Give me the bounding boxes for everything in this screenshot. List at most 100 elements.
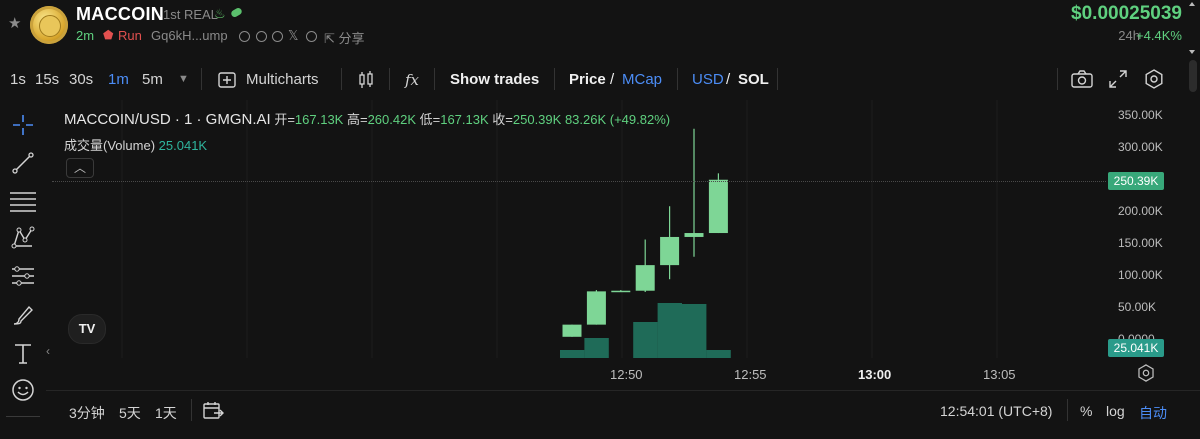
search-icon[interactable] [256,31,267,42]
horizontal-lines-icon[interactable] [9,189,37,213]
interval-30s[interactable]: 30s [69,71,94,88]
sol-currency-button[interactable]: SOL [738,71,769,88]
candlestick-chart[interactable] [52,100,1106,358]
auto-scale-button[interactable]: 自动 [1139,405,1167,421]
forecast-icon[interactable] [10,264,36,288]
emoji-icon[interactable] [11,378,35,402]
slash-separator: / [726,71,731,88]
range-5d[interactable]: 5天 [119,405,141,421]
candle [708,173,728,234]
text-tool-icon[interactable] [12,342,34,366]
x-icon[interactable]: 𝕏 [288,28,299,43]
divider [554,68,555,90]
volume-bar [682,304,707,358]
slash-separator: / [610,71,615,88]
token-age: 2m [76,28,95,43]
candle [635,239,655,292]
date-range-icon[interactable] [202,401,224,421]
chart-toolbar: 1s 15s 30s 1m 5m ▼ Multicharts fx Show t… [0,60,1186,98]
copy-icon[interactable] [239,31,250,42]
indicators-fx-icon[interactable]: fx [405,71,420,89]
token-avatar [30,6,68,44]
drawing-toolbar [0,100,46,430]
collapse-sidebar-icon[interactable]: ‹ [46,344,50,358]
y-tick-label: 300.00K [1118,140,1163,154]
price-axis[interactable]: 350.00K300.00K250.00K200.00K150.00K100.0… [1106,100,1200,358]
volume-value: 25.041K [158,138,208,153]
low-value: 167.13K [440,112,489,127]
symbol-label[interactable]: MACCOIN/USD · 1 · GMGN.AI [64,111,271,128]
divider [389,68,390,90]
range-1d[interactable]: 1天 [155,405,177,421]
x-tick-label: 13:00 [858,367,892,382]
share-button[interactable]: ⇱ 分享 [324,31,365,46]
percent-scale-button[interactable]: % [1080,403,1093,419]
open-value: 167.13K [294,112,344,127]
volume-bar [633,322,658,358]
star-icon[interactable]: ★ [8,15,22,32]
scrollbar-thumb[interactable] [1189,60,1197,92]
candles-icon[interactable] [357,70,375,90]
divider [1067,399,1068,421]
axis-settings-icon[interactable] [1137,364,1155,382]
usd-currency-button[interactable]: USD [692,71,724,88]
volume-bar [706,350,731,358]
chevron-down-icon[interactable]: ▼ [178,73,189,85]
multicharts-button[interactable]: Multicharts [246,71,319,88]
crosshair-icon[interactable] [11,113,35,137]
high-label: 高= [346,112,368,127]
high-value: 260.42K [367,112,416,127]
tradingview-logo[interactable]: TV [68,314,106,344]
settings-gear-icon[interactable] [1144,69,1164,89]
interval-1s[interactable]: 1s [10,71,26,88]
candle [684,128,704,257]
volume-tag: 25.041K [1108,339,1164,357]
divider [677,68,678,90]
divider [341,68,342,90]
bottom-toolbar: 3分钟 5天 1天 12:54:01 (UTC+8) % log 自动 [46,390,1200,431]
run-icon: ⬟ [103,28,114,42]
brush-icon[interactable] [11,303,35,327]
price-mode-button[interactable]: Price [569,71,606,88]
add-chart-icon[interactable] [218,72,236,88]
web-icon[interactable] [306,31,317,42]
volume-bar [560,350,585,358]
current-time[interactable]: 12:54:01 (UTC+8) [940,403,1053,419]
pill-icon [229,6,244,19]
token-price: $0.00025039 [1071,3,1182,24]
collapse-legend-button[interactable]: ︿ [66,158,94,178]
interval-1m[interactable]: 1m [108,71,129,88]
show-trades-button[interactable]: Show trades [450,71,540,88]
volume-bar [657,303,682,358]
divider [1057,68,1058,90]
divider [777,68,778,90]
volume-legend: 成交量(Volume) 25.041K [64,135,207,154]
camera-icon[interactable] [1071,70,1093,88]
chart-legend: MACCOIN/USD · 1 · GMGN.AI 开=167.13K 高=26… [64,109,670,128]
log-scale-button[interactable]: log [1106,403,1125,419]
change-value: 83.26K (+49.82%) [564,112,671,127]
y-tick-label: 200.00K [1118,204,1163,218]
candle-body [660,236,680,266]
mcap-mode-button[interactable]: MCap [622,71,663,88]
trend-line-icon[interactable] [11,151,35,175]
range-3min[interactable]: 3分钟 [69,405,105,421]
interval-5m[interactable]: 5m [142,71,163,88]
time-axis[interactable]: 12:50 12:55 13:00 13:05 [52,360,1106,386]
fullscreen-icon[interactable] [1109,70,1127,88]
x-tick-label: 12:50 [610,367,643,382]
token-rank: 1st REAL [163,7,218,22]
token-avatar-inner [39,15,61,37]
header-scroll-arrows[interactable] [1188,0,1196,56]
pattern-icon[interactable] [11,226,35,250]
token-name: MACCOIN [76,4,165,24]
candle-body [611,290,631,293]
token-address[interactable]: Gq6kH...ump [151,28,228,43]
divider [191,399,192,421]
pump-icon[interactable] [272,31,283,42]
candle [562,324,582,337]
close-value: 250.39K [512,112,562,127]
y-tick-label: 150.00K [1118,236,1163,250]
interval-15s[interactable]: 15s [35,71,60,88]
candle-body [684,233,704,237]
